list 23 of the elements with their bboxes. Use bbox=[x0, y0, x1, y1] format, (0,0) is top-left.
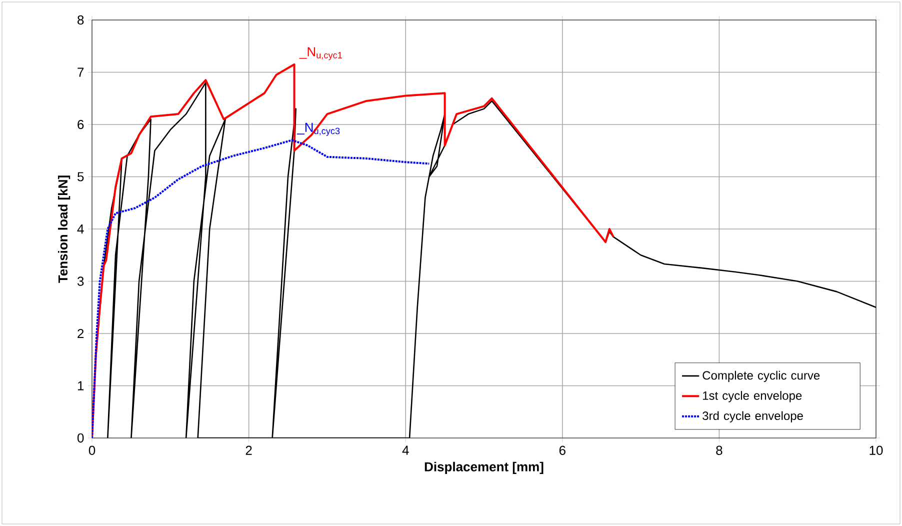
x-tick-label: 8 bbox=[716, 446, 722, 455]
x-axis-title: Displacement [mm] bbox=[424, 462, 544, 474]
x-tick-label: 4 bbox=[402, 446, 409, 455]
y-tick-label: 6 bbox=[78, 120, 84, 130]
x-tick-label: 10 bbox=[870, 446, 883, 455]
legend-label: Complete cyclic curve bbox=[702, 370, 820, 382]
annotation: _N$_{u,cyc3}$ bbox=[296, 122, 340, 136]
x-tick-label: 6 bbox=[559, 446, 566, 455]
x-tick-label: 0 bbox=[88, 446, 96, 455]
y-tick-label: 3 bbox=[77, 276, 84, 286]
legend-label: 1st cycle envelope bbox=[703, 391, 802, 402]
y-tick-label: 0 bbox=[77, 433, 84, 443]
y-axis-title: Tension load [kN] bbox=[58, 176, 70, 283]
y-tick-label: 2 bbox=[78, 328, 84, 338]
y-tick-label: 7 bbox=[78, 68, 84, 77]
y-tick-label: 5 bbox=[77, 172, 84, 182]
y-tick-label: 1 bbox=[78, 381, 84, 390]
legend-label: 3rd cycle envelope bbox=[702, 411, 803, 422]
annotation: _N$_{u,cyc1}$ bbox=[299, 47, 342, 60]
y-tick-label: 4 bbox=[77, 224, 84, 234]
x-tick-label: 2 bbox=[246, 446, 252, 455]
line-series bbox=[92, 63, 614, 438]
y-tick-label: 8 bbox=[78, 15, 84, 25]
